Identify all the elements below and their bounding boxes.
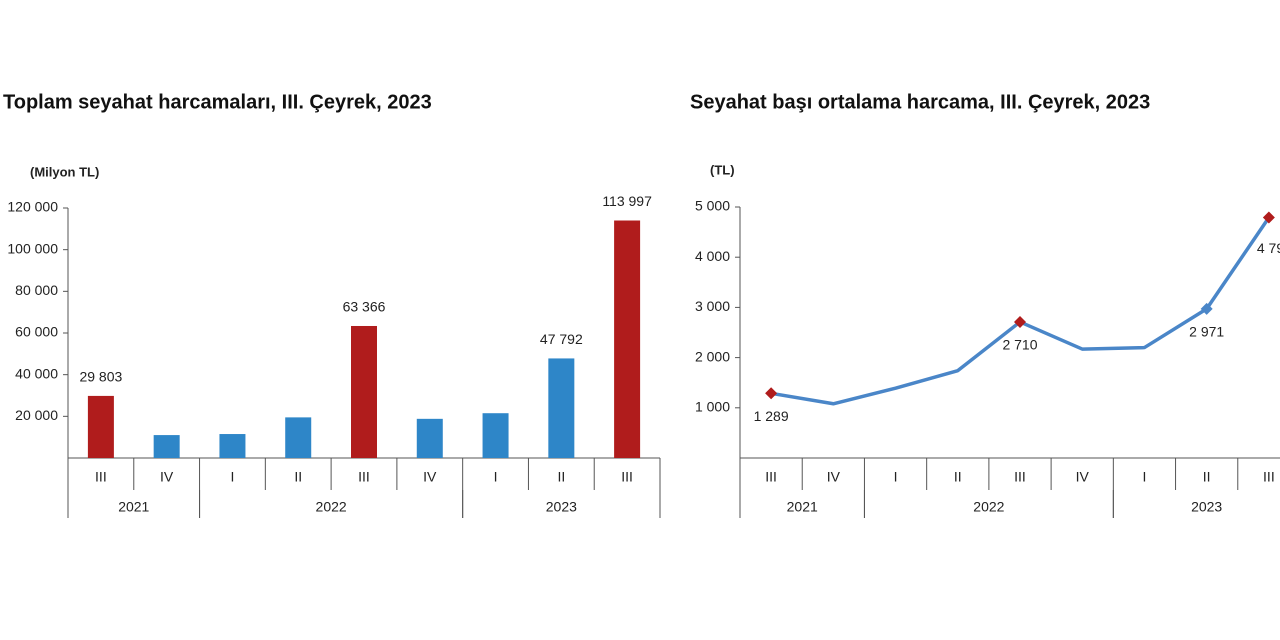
chart-title: Seyahat başı ortalama harcama, III. Çeyr… [690, 91, 1150, 113]
bar [351, 325, 377, 458]
y-tick-label: 80 000 [15, 282, 58, 298]
marker [1014, 315, 1026, 328]
x-tick-label: IV [1076, 469, 1090, 485]
y-tick-label: 40 000 [15, 365, 58, 381]
x-tick-label: II [557, 469, 565, 485]
y-tick-label: 3 000 [695, 298, 730, 314]
data-label: 113 997 [602, 193, 652, 209]
bar [219, 434, 246, 458]
year-label: 2021 [787, 499, 818, 515]
x-tick-label: III [358, 469, 370, 485]
y-tick-label: 2 000 [695, 348, 730, 364]
y-axis-label: (Milyon TL) [30, 164, 99, 179]
data-label: 2 971 [1189, 324, 1224, 340]
bar [548, 358, 575, 458]
x-tick-label: I [894, 469, 898, 485]
x-tick-label: IV [160, 469, 174, 485]
data-label: 1 289 [754, 408, 789, 424]
x-tick-label: IV [827, 469, 841, 485]
data-label: 29 803 [79, 369, 122, 385]
x-tick-label: III [621, 469, 633, 485]
data-label: 4 790 [1257, 240, 1280, 256]
bar [87, 395, 114, 458]
line [770, 216, 1271, 406]
x-tick-label: II [294, 469, 302, 485]
data-label: 47 792 [540, 331, 583, 347]
data-label: 63 366 [343, 299, 386, 315]
x-tick-label: III [1014, 469, 1026, 485]
year-label: 2022 [316, 499, 347, 515]
y-tick-label: 60 000 [15, 324, 58, 340]
bar [416, 418, 443, 458]
marker [1200, 302, 1213, 315]
y-tick-label: 4 000 [695, 248, 730, 264]
x-tick-label: I [494, 469, 498, 485]
bar [614, 220, 641, 458]
bar [153, 435, 180, 458]
y-tick-label: 120 000 [7, 199, 58, 215]
y-tick-label: 20 000 [15, 407, 58, 423]
x-tick-label: III [1263, 469, 1275, 485]
year-label: 2023 [546, 499, 577, 515]
bar [482, 413, 509, 458]
year-label: 2023 [1191, 499, 1222, 515]
bar [285, 417, 312, 458]
y-tick-label: 5 000 [695, 198, 730, 214]
x-tick-label: IV [423, 469, 437, 485]
y-tick-label: 100 000 [7, 240, 58, 256]
x-tick-label: I [1142, 469, 1146, 485]
y-tick-label: 1 000 [695, 399, 730, 415]
marker [1262, 211, 1275, 224]
year-label: 2021 [118, 499, 149, 515]
x-tick-label: III [765, 469, 777, 485]
x-tick-label: III [95, 469, 107, 485]
x-tick-label: II [954, 469, 962, 485]
x-tick-label: I [230, 469, 234, 485]
data-label: 2 710 [1002, 337, 1037, 353]
year-label: 2022 [973, 499, 1004, 515]
y-axis-label: (TL) [710, 162, 735, 177]
x-tick-label: II [1203, 469, 1211, 485]
marker [765, 387, 778, 400]
chart-title: Toplam seyahat harcamaları, III. Çeyrek,… [3, 91, 432, 113]
